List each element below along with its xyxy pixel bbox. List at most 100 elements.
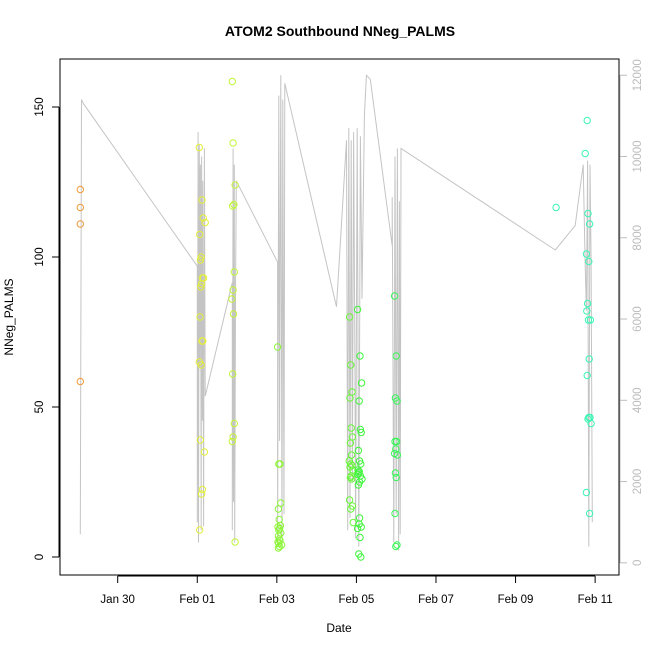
data-point — [230, 200, 238, 209]
data-point — [273, 343, 282, 351]
x-axis: Jan 30 Feb 01 Feb 03 Feb 05 Feb 07 Feb 09 Feb … — [100, 575, 613, 606]
x-axis-label: Date — [326, 621, 352, 635]
data-point — [357, 379, 366, 387]
y2-tick-label: 4000 — [632, 387, 644, 413]
data-point — [390, 292, 399, 300]
data-point — [585, 257, 593, 266]
flight-track-layer — [79, 74, 593, 551]
data-point — [357, 428, 365, 437]
data-point — [356, 352, 364, 360]
data-point — [346, 394, 354, 402]
data-point — [199, 214, 207, 222]
data-point — [392, 542, 400, 551]
data-point — [583, 116, 591, 125]
data-point — [200, 448, 209, 456]
data-point — [197, 361, 205, 369]
data-point — [355, 397, 363, 405]
data-point — [231, 538, 239, 546]
data-point — [357, 460, 365, 468]
data-point — [357, 523, 365, 531]
data-point — [583, 299, 592, 308]
data-point — [196, 230, 204, 239]
data-point — [355, 514, 364, 522]
data-point — [348, 461, 356, 470]
data-point — [391, 469, 400, 477]
data-point — [230, 268, 239, 276]
y2-tick-label: 8000 — [632, 225, 644, 251]
data-point — [198, 337, 206, 345]
y-tick-label: 100 — [34, 247, 46, 266]
y-tick-label: 0 — [34, 554, 46, 560]
data-point — [585, 355, 593, 363]
data-point — [229, 139, 237, 147]
data-point — [356, 425, 365, 434]
data-point — [347, 424, 355, 432]
data-point — [391, 509, 399, 518]
data-point — [586, 316, 595, 324]
data-point — [353, 524, 362, 533]
data-point — [393, 541, 401, 549]
data-point — [584, 316, 593, 324]
data-point — [197, 490, 206, 498]
data-point — [356, 533, 364, 542]
data-point — [76, 185, 85, 194]
data-point — [229, 310, 238, 318]
y2-tick-label: 0 — [632, 560, 644, 566]
data-point — [585, 413, 593, 422]
chart-title: ATOM2 Southbound NNeg_PALMS — [225, 23, 455, 39]
data-point — [76, 377, 85, 386]
data-point — [392, 473, 400, 482]
data-point — [198, 196, 206, 204]
data-point — [197, 280, 206, 288]
data-point — [76, 220, 85, 228]
data-point — [347, 361, 355, 369]
data-point — [346, 439, 355, 447]
data-point — [584, 209, 592, 218]
x-tick-label: Feb 01 — [179, 594, 215, 606]
y-tick-label: 150 — [34, 97, 46, 116]
data-point — [585, 509, 594, 518]
x-tick-label: Feb 05 — [339, 594, 375, 606]
data-point — [228, 77, 237, 86]
data-point — [275, 515, 283, 524]
data-point — [552, 203, 560, 212]
data-point — [196, 313, 204, 321]
y2-tick-label: 2000 — [632, 469, 644, 495]
data-points-layer — [76, 77, 595, 561]
y-axis-left: 0 50 100 150 — [34, 97, 60, 560]
data-point — [582, 250, 591, 258]
data-point — [198, 485, 207, 494]
data-point — [196, 436, 205, 444]
data-point — [345, 313, 354, 321]
plot-frame — [59, 58, 620, 576]
data-point — [229, 433, 237, 441]
data-point — [197, 283, 205, 291]
data-point — [585, 220, 594, 228]
data-point — [275, 460, 283, 468]
data-point — [393, 397, 401, 405]
data-point — [354, 481, 363, 489]
x-tick-label: Feb 03 — [259, 594, 295, 606]
data-point — [393, 451, 402, 459]
data-point — [274, 544, 283, 552]
data-point — [345, 496, 354, 504]
data-point — [274, 505, 283, 513]
y-axis-label: NNeg_PALMS — [2, 278, 16, 355]
data-point — [354, 470, 362, 479]
x-tick-label: Feb 11 — [578, 594, 613, 606]
data-point — [347, 475, 356, 483]
data-point — [195, 143, 204, 152]
data-point — [196, 256, 205, 264]
data-point — [392, 437, 401, 446]
flight-track-line — [79, 74, 593, 551]
data-point — [229, 370, 237, 378]
data-point — [583, 371, 591, 380]
data-point — [229, 286, 237, 294]
data-point — [228, 295, 236, 303]
data-point — [581, 149, 589, 158]
y2-tick-label: 12000 — [632, 59, 644, 91]
x-tick-label: Jan 30 — [100, 594, 135, 606]
x-tick-label: Feb 07 — [418, 594, 454, 606]
data-point — [357, 553, 365, 561]
data-point — [231, 181, 239, 189]
